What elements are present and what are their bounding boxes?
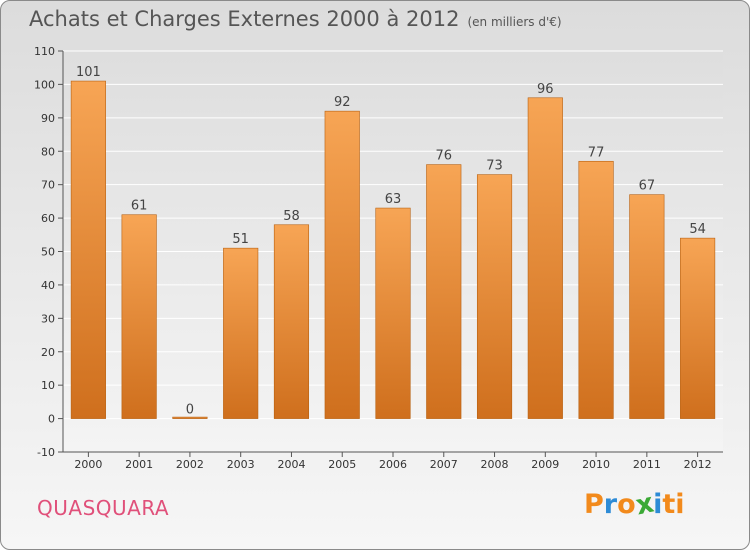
x-tick-label: 2007 (430, 458, 458, 471)
chart-title-text: Achats et Charges Externes 2000 à 2012 (29, 7, 460, 31)
y-tick-label: 110 (34, 45, 55, 58)
bar-2005 (324, 110, 360, 419)
bar-2003 (223, 247, 259, 419)
x-tick-label: 2002 (176, 458, 204, 471)
x-tick-label: 2011 (633, 458, 661, 471)
bar-2008 (476, 174, 513, 419)
axes: -10 0 10 20 30 40 50 60 70 80 90 100 110 2000 2001 2002… (34, 45, 723, 471)
y-tick-label: 50 (41, 246, 55, 259)
x-tick-label: 2000 (74, 458, 102, 471)
bar-2012 (680, 237, 716, 419)
y-tick-label: 30 (41, 312, 55, 325)
x-tick-label: 2004 (277, 458, 305, 471)
data-label-2010: 77 (588, 145, 605, 160)
y-tick-label: 0 (48, 413, 55, 426)
logo-letter: t (662, 489, 676, 520)
data-label-2004: 58 (283, 209, 300, 224)
logo-letter: P (584, 489, 604, 520)
y-tick-label: 90 (41, 112, 55, 125)
y-tick-label: 10 (41, 379, 55, 392)
x-tick-label: 2010 (582, 458, 610, 471)
x-tick-label: 2008 (481, 458, 509, 471)
y-tick-label: 80 (41, 145, 55, 158)
bar-2006 (375, 207, 411, 419)
x-tick-label: 2006 (379, 458, 407, 471)
x-tick-label: 2001 (125, 458, 153, 471)
bar-2002 (172, 416, 208, 419)
logo-letter: i (653, 489, 663, 520)
data-label-2012: 54 (689, 222, 706, 237)
data-label-2005: 92 (334, 95, 351, 110)
data-label-2002: 0 (186, 403, 194, 418)
bar-2011 (629, 194, 665, 419)
chart-subtitle: (en milliers d'€) (467, 15, 562, 29)
data-label-2006: 63 (385, 192, 402, 207)
data-label-2008: 73 (486, 159, 503, 174)
x-tick-label: 2005 (328, 458, 356, 471)
bar-2010 (578, 160, 614, 419)
logo-letter: i (675, 489, 685, 520)
y-tick-label: 100 (34, 78, 55, 91)
proxiti-logo[interactable]: Proxiti (584, 488, 685, 522)
data-label-2007: 76 (435, 149, 452, 164)
bars (70, 80, 716, 419)
data-label-2000: 101 (76, 65, 101, 80)
bar-2004 (273, 224, 310, 419)
logo-letter: o (617, 489, 636, 520)
bar-2000 (70, 80, 106, 419)
data-labels: 101 61 0 51 58 92 63 76 73 96 77 67 54 (76, 65, 706, 418)
y-tick-label: 70 (41, 179, 55, 192)
x-tick-label: 2012 (684, 458, 712, 471)
data-label-2001: 61 (131, 199, 148, 214)
bar-2009 (527, 97, 563, 419)
bar-2001 (121, 214, 157, 419)
commune-name: QUASQUARA (37, 496, 170, 520)
y-tick-label: -10 (37, 446, 55, 459)
data-label-2003: 51 (232, 232, 249, 247)
x-tick-label: 2009 (531, 458, 559, 471)
y-tick-label: 60 (41, 212, 55, 225)
y-tick-label: 40 (41, 279, 55, 292)
data-label-2009: 96 (537, 82, 554, 97)
data-label-2011: 67 (639, 179, 656, 194)
y-tick-label: 20 (41, 346, 55, 359)
x-tick-label: 2003 (227, 458, 255, 471)
logo-letter: r (603, 489, 618, 520)
chart-title: Achats et Charges Externes 2000 à 2012 (e… (29, 7, 562, 31)
bar-2007 (426, 164, 462, 419)
